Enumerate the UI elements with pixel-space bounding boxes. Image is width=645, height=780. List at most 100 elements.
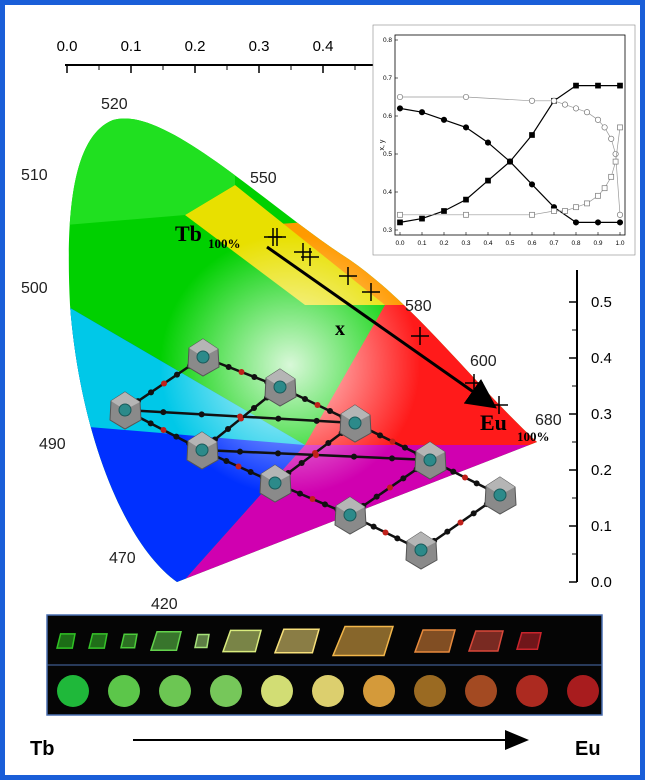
inset-x-tick-label: 0.1: [417, 240, 426, 247]
inset-point: [608, 135, 615, 142]
inset-x-tick-label: 0.4: [483, 240, 492, 247]
linker-atom: [473, 480, 480, 487]
luminescence-photo-strip: [46, 614, 603, 716]
inset-point: [562, 208, 568, 214]
wl-490: 490: [39, 436, 66, 453]
bottom-tb-label: Tb: [30, 738, 54, 760]
inset-y-tick-label: 0.7: [383, 75, 392, 82]
composition-arrow: [266, 245, 497, 409]
linker-atom: [160, 409, 167, 416]
bottom-eu-label: Eu: [575, 738, 601, 760]
top-tick-label: 0.0: [57, 38, 78, 55]
linker-atom: [302, 396, 308, 402]
linker-atom: [322, 501, 328, 508]
linker-atom: [174, 371, 180, 378]
metal-ion: [196, 350, 210, 364]
tb-label: Tb: [175, 221, 202, 246]
linker-atom: [235, 463, 242, 470]
crystal-photo: [515, 632, 542, 650]
top-tick-label: 0.1: [121, 38, 142, 55]
inset-x-tick-label: 1.0: [615, 240, 624, 247]
arrow-x-label: x: [335, 318, 345, 340]
linker-atom: [394, 535, 401, 542]
powder-photo-dot: [465, 675, 497, 707]
linker-atom: [225, 426, 231, 432]
polyhedron-facet: [111, 392, 140, 410]
inset-point: [528, 181, 536, 188]
inset-point: [485, 177, 491, 184]
linker-atom: [402, 444, 408, 451]
inset-point: [397, 219, 403, 226]
inset-point: [462, 93, 470, 101]
powder-photo-dot: [210, 675, 242, 707]
inset-point: [612, 150, 619, 158]
inset-x-tick-label: 0.7: [549, 240, 558, 247]
cie-plus-marker: [301, 248, 319, 266]
linker-atom: [238, 369, 245, 375]
inset-point: [397, 211, 403, 218]
inset-point: [396, 93, 404, 101]
inset-point: [528, 97, 536, 104]
inset-point: [440, 116, 448, 123]
linker-atom: [462, 474, 468, 481]
linker-atom: [373, 493, 380, 500]
metal-ion: [414, 543, 428, 557]
inset-point: [584, 200, 590, 207]
top-tick-label: 0.3: [249, 38, 270, 55]
inset-ylabel: x, y: [379, 139, 386, 150]
metal-ion: [195, 443, 209, 457]
metal-ion: [343, 508, 357, 522]
powder-photo-dot: [567, 675, 599, 707]
wl-580: 580: [405, 298, 432, 315]
inset-point: [572, 219, 580, 226]
crystal-photo: [120, 633, 138, 649]
inset-point: [572, 105, 580, 112]
linker-atom: [223, 458, 230, 464]
inset-point: [484, 139, 492, 146]
inset-point: [396, 105, 404, 112]
linker-atom: [173, 433, 180, 440]
inset-x-tick-label: 0.0: [395, 240, 404, 247]
linker-atom: [297, 490, 303, 497]
linker-atom: [377, 432, 383, 439]
inset-point: [463, 196, 469, 203]
linker-atom: [147, 420, 154, 427]
inset-point: [441, 208, 447, 214]
inset-point: [583, 109, 591, 116]
powder-photo-dot: [414, 675, 446, 707]
right-axis: 0.5 0.4 0.3 0.2 0.1 0.0: [569, 270, 612, 591]
inset-point: [506, 158, 514, 165]
figure-canvas: 0.0 0.1 0.2 0.3 0.4 0.5 0.4 0.3 0.2 0.1 0.0 520 5…: [21, 24, 636, 760]
cie-plus-marker: [268, 228, 286, 246]
linker-atom: [160, 427, 167, 433]
inset-x-tick-label: 0.8: [571, 240, 580, 247]
top-axis: 0.0 0.1 0.2 0.3 0.4: [57, 38, 385, 73]
wl-510: 510: [21, 167, 48, 184]
linker-atom: [389, 455, 395, 462]
inset-point: [529, 211, 535, 218]
crystal-photo: [88, 633, 108, 649]
polyhedron-facet: [486, 477, 515, 495]
cie-plus-marker: [411, 327, 429, 345]
metal-ion: [348, 416, 362, 430]
inset-point: [595, 192, 601, 199]
powder-photo-dot: [159, 675, 191, 707]
wl-550: 550: [250, 170, 277, 187]
inset-point: [595, 82, 601, 89]
crystal-photo: [331, 625, 395, 657]
right-tick-label: 0.3: [591, 406, 612, 423]
crystal-photo: [56, 633, 76, 649]
powder-photo-dot: [57, 675, 89, 707]
inset-y-tick-label: 0.8: [383, 37, 392, 44]
cie-plus-marker: [362, 283, 380, 301]
inset-x-tick-label: 0.2: [439, 240, 448, 247]
cie-plus-marker: [339, 267, 357, 285]
inset-point: [594, 219, 602, 226]
inset-point: [419, 215, 425, 222]
linker-atom: [225, 364, 232, 370]
inset-x-tick-label: 0.3: [461, 240, 470, 247]
inset-point: [418, 109, 426, 116]
inset-point: [463, 211, 469, 218]
polyhedron-facet: [407, 532, 436, 550]
